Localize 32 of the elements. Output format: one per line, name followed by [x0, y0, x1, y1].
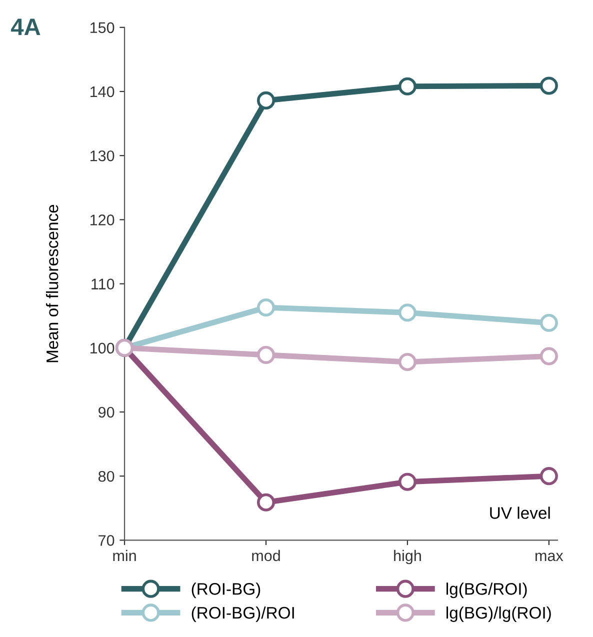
x-axis-title: UV level	[490, 506, 550, 519]
y-tick-label: 70	[98, 535, 114, 546]
y-tick-label: 150	[90, 22, 114, 34]
x-tick-label: mod	[252, 550, 280, 562]
y-tick-label: 80	[98, 470, 114, 482]
x-tick-label: high	[394, 550, 421, 564]
legend-label: lg(BG)/lg(ROI)	[446, 606, 551, 622]
y-axis-title: Mean of fluorescence	[46, 204, 58, 362]
point	[398, 352, 416, 372]
point	[256, 298, 276, 317]
y-tick-label: 130	[90, 150, 114, 162]
legend-label: lg(BG/ROI)	[446, 582, 527, 598]
point	[540, 314, 558, 332]
y-tick-label: 120	[90, 214, 114, 226]
point	[540, 467, 558, 486]
point	[256, 91, 276, 110]
x-tick-label: min	[113, 550, 136, 561]
y-tick-label: 110	[92, 278, 114, 290]
x-tick-label: max	[536, 552, 564, 562]
y-tick-label: 90	[98, 406, 114, 418]
point	[398, 304, 416, 322]
chart-title: 4A	[11, 18, 40, 35]
point	[256, 346, 276, 364]
legend-label: (ROI-BG)	[192, 582, 260, 598]
y-tick-label: 100	[90, 342, 114, 354]
point	[398, 472, 416, 491]
legend-label: (ROI-BG)/ROI	[192, 606, 294, 622]
point	[540, 347, 558, 366]
point	[398, 77, 416, 96]
point	[540, 76, 558, 95]
y-tick-label: 140	[90, 86, 114, 98]
point	[256, 493, 276, 512]
